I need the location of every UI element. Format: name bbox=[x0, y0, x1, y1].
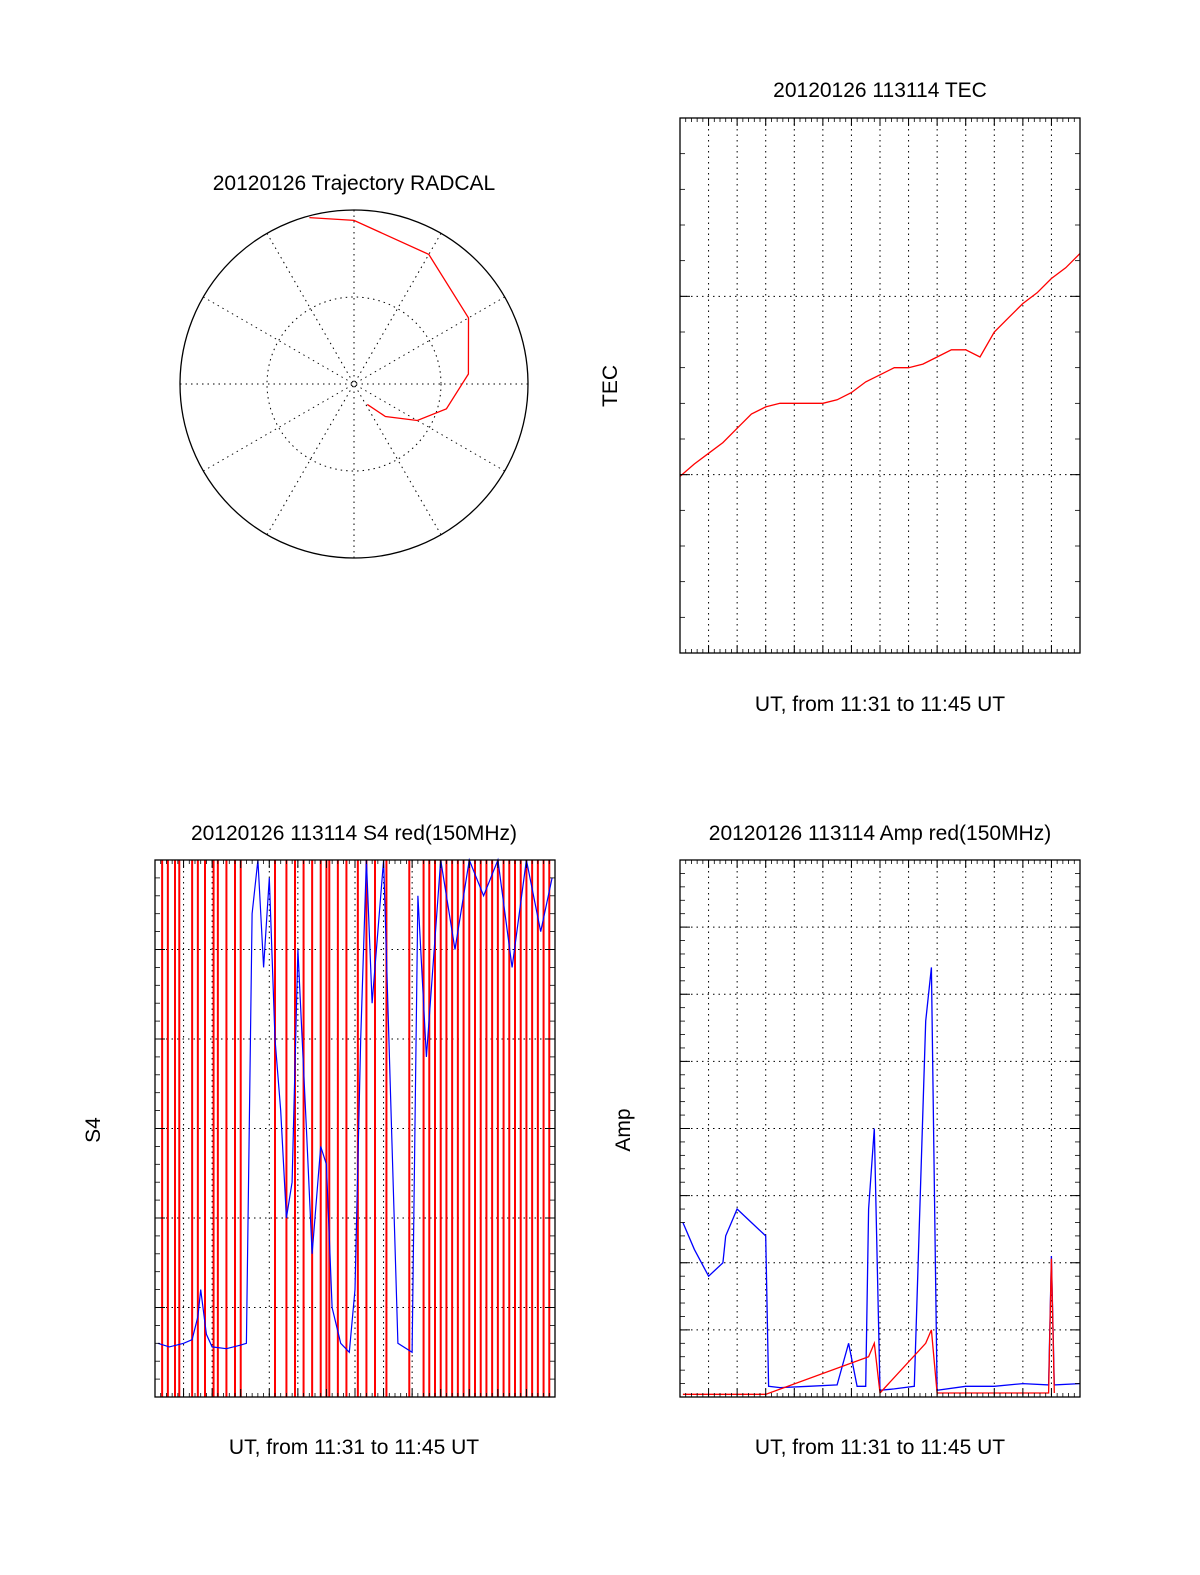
amp-blue-line bbox=[682, 967, 1081, 1392]
s4-series bbox=[157, 857, 553, 1397]
polar-spoke-60 bbox=[203, 296, 505, 472]
tec-series bbox=[679, 253, 1081, 477]
tec-y-axis-label: TEC bbox=[599, 365, 622, 407]
tec-panel: 20120126 113114 TEC UT, from 11:31 to 11… bbox=[599, 79, 1081, 716]
amp-ticks bbox=[680, 859, 1081, 1398]
polar-outer-circle bbox=[179, 209, 529, 559]
polar-spoke-120 bbox=[203, 296, 505, 472]
tec-title: 20120126 113114 TEC bbox=[773, 79, 987, 102]
amp-plot-frame bbox=[679, 859, 1081, 1398]
tec-grid bbox=[680, 118, 1080, 653]
polar-spoke-30 bbox=[266, 233, 442, 535]
amp-grid bbox=[680, 860, 1080, 1397]
tec-x-axis-label: UT, from 11:31 to 11:45 UT bbox=[755, 693, 1005, 716]
tec-ticks bbox=[680, 117, 1081, 654]
s4-y-axis-label: S4 bbox=[82, 1117, 105, 1143]
s4-plot-frame bbox=[154, 859, 556, 1398]
amp-title: 20120126 113114 Amp red(150MHz) bbox=[709, 822, 1051, 845]
tec-plot-frame bbox=[679, 117, 1081, 654]
s4-grid bbox=[155, 860, 555, 1397]
trajectory-panel: 20120126 Trajectory RADCAL bbox=[179, 172, 529, 559]
s4-blue-line bbox=[157, 857, 553, 1354]
amp-panel: 20120126 113114 Amp red(150MHz) UT, from… bbox=[612, 822, 1081, 1459]
polar-ring-50 bbox=[266, 296, 442, 472]
polar-grid bbox=[180, 210, 528, 558]
polar-spoke-150 bbox=[266, 233, 442, 535]
s4-x-axis-label: UT, from 11:31 to 11:45 UT bbox=[229, 1436, 479, 1459]
amp-red-line bbox=[682, 1258, 1055, 1395]
s4-panel: 20120126 113114 S4 red(150MHz) UT, from … bbox=[82, 822, 556, 1459]
amp-series bbox=[682, 967, 1081, 1395]
trajectory-title: 20120126 Trajectory RADCAL bbox=[213, 172, 496, 195]
s4-title: 20120126 113114 S4 red(150MHz) bbox=[191, 822, 517, 845]
tec-line bbox=[679, 253, 1081, 477]
polar-track bbox=[309, 216, 470, 422]
amp-y-axis-label: Amp bbox=[612, 1108, 635, 1151]
s4-ticks bbox=[155, 859, 556, 1398]
trajectory-line bbox=[309, 216, 470, 422]
amp-x-axis-label: UT, from 11:31 to 11:45 UT bbox=[755, 1436, 1005, 1459]
